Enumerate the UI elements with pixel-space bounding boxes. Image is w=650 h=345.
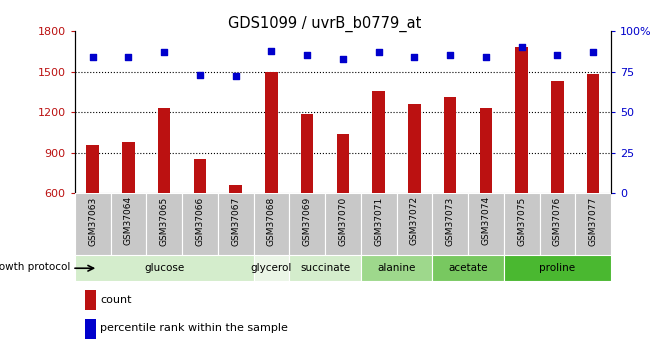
Text: GSM37070: GSM37070 <box>339 196 347 246</box>
Text: GSM37064: GSM37064 <box>124 196 133 245</box>
Bar <box>301 114 313 193</box>
Bar <box>540 193 575 255</box>
Text: growth protocol: growth protocol <box>0 262 70 272</box>
Bar <box>337 134 349 193</box>
Bar <box>575 193 611 255</box>
Bar <box>111 193 146 255</box>
Point <box>552 52 563 58</box>
Point <box>588 49 598 55</box>
Bar <box>265 71 278 193</box>
Text: GDS1099 / uvrB_b0779_at: GDS1099 / uvrB_b0779_at <box>228 16 422 32</box>
Text: GSM37071: GSM37071 <box>374 196 383 246</box>
Bar <box>504 255 611 281</box>
Text: GSM37077: GSM37077 <box>589 196 597 246</box>
Text: count: count <box>101 295 132 305</box>
Text: GSM37076: GSM37076 <box>553 196 562 246</box>
Point <box>445 52 455 58</box>
Bar <box>122 142 135 193</box>
Text: GSM37063: GSM37063 <box>88 196 97 246</box>
Bar <box>361 255 432 281</box>
Point <box>410 54 420 60</box>
Bar <box>432 193 468 255</box>
Bar <box>75 193 110 255</box>
Text: glucose: glucose <box>144 263 184 273</box>
Bar <box>85 290 96 310</box>
Bar <box>444 97 456 193</box>
Point <box>516 45 526 50</box>
Bar <box>587 74 599 193</box>
Point <box>195 72 205 78</box>
Bar <box>468 193 504 255</box>
Point <box>302 52 312 58</box>
Point <box>266 48 277 53</box>
Bar <box>504 193 540 255</box>
Bar <box>289 255 361 281</box>
Text: GSM37072: GSM37072 <box>410 196 419 245</box>
Text: GSM37068: GSM37068 <box>267 196 276 246</box>
Bar <box>85 319 96 339</box>
Bar <box>325 193 361 255</box>
Bar <box>515 47 528 193</box>
Text: GSM37069: GSM37069 <box>303 196 311 246</box>
Bar <box>432 255 504 281</box>
Bar <box>480 108 492 193</box>
Point <box>230 74 240 79</box>
Text: GSM37067: GSM37067 <box>231 196 240 246</box>
Text: GSM37073: GSM37073 <box>446 196 454 246</box>
Bar <box>361 193 396 255</box>
Point <box>373 49 384 55</box>
Bar <box>254 193 289 255</box>
Text: glycerol: glycerol <box>251 263 292 273</box>
Bar <box>289 193 325 255</box>
Bar <box>218 193 254 255</box>
Bar <box>254 255 289 281</box>
Bar <box>396 193 432 255</box>
Point <box>124 54 134 60</box>
Bar <box>75 255 254 281</box>
Bar <box>551 81 564 193</box>
Text: GSM37065: GSM37065 <box>160 196 168 246</box>
Text: succinate: succinate <box>300 263 350 273</box>
Text: GSM37075: GSM37075 <box>517 196 526 246</box>
Bar <box>86 145 99 193</box>
Point <box>159 49 169 55</box>
Text: proline: proline <box>540 263 575 273</box>
Text: GSM37066: GSM37066 <box>196 196 204 246</box>
Text: GSM37074: GSM37074 <box>482 196 490 245</box>
Bar <box>372 90 385 193</box>
Text: alanine: alanine <box>377 263 416 273</box>
Bar <box>194 159 206 193</box>
Bar <box>158 108 170 193</box>
Bar <box>229 185 242 193</box>
Bar <box>182 193 218 255</box>
Point <box>87 54 98 60</box>
Point <box>481 54 491 60</box>
Text: acetate: acetate <box>448 263 488 273</box>
Point <box>338 56 348 61</box>
Text: percentile rank within the sample: percentile rank within the sample <box>101 324 289 334</box>
Bar <box>146 193 182 255</box>
Bar <box>408 104 421 193</box>
